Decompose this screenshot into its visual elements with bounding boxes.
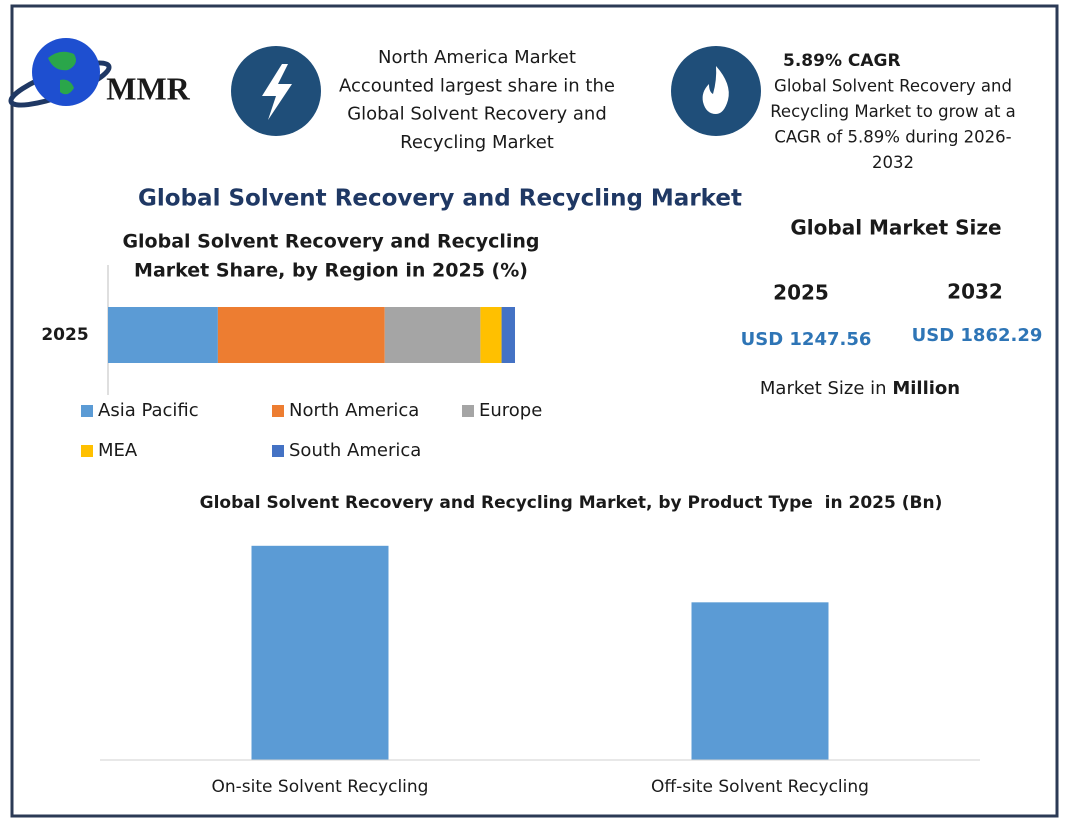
legend-label: MEA	[98, 440, 138, 461]
logo: MMR	[8, 38, 191, 108]
fact-line: CAGR of 5.89% during 2026-	[774, 128, 1011, 147]
market-size-title: Global Market Size	[790, 216, 1001, 240]
market-value: USD 1247.56	[741, 329, 872, 350]
main-title: Global Solvent Recovery and Recycling Ma…	[138, 186, 742, 212]
market-value: USD 1862.29	[912, 325, 1043, 346]
legend-swatch	[81, 445, 93, 457]
category-label: 2025	[41, 325, 88, 345]
year: 2025	[773, 281, 829, 305]
bar	[691, 602, 829, 760]
chart-title: Market Share, by Region in 2025 (%)	[134, 260, 528, 282]
fact-line: 2032	[872, 153, 914, 172]
bar-segment	[108, 307, 218, 363]
legend-label: South America	[289, 440, 421, 461]
legend-swatch	[81, 405, 93, 417]
bar-segment	[384, 307, 481, 363]
market-note: Market Size in Million	[760, 378, 960, 399]
bar-segment	[501, 307, 515, 363]
frame	[10, 4, 1059, 818]
chart-title: Global Solvent Recovery and Recycling	[122, 231, 539, 253]
legend-label: North America	[289, 400, 419, 421]
x-tick-label: Off-site Solvent Recycling	[651, 777, 869, 797]
cagr: 5.89% CAGR	[783, 51, 901, 71]
note-text: Market Size in	[760, 378, 892, 399]
x-tick-label: On-site Solvent Recycling	[212, 777, 429, 797]
fact-line: Global Solvent Recovery and	[774, 77, 1012, 96]
icon-lightning	[231, 46, 321, 136]
bar-segment	[480, 307, 502, 363]
legend-label: Asia Pacific	[98, 400, 199, 421]
fact-line: North America Market	[378, 47, 576, 68]
bar-segment	[217, 307, 385, 363]
logo-text: MMR	[106, 70, 190, 106]
legend-swatch	[462, 405, 474, 417]
icon-flame	[671, 46, 761, 136]
fact-line: Accounted largest share in the	[339, 75, 615, 96]
legend-label: Europe	[479, 400, 542, 421]
year: 2032	[947, 280, 1003, 304]
fact-line: Global Solvent Recovery and	[347, 104, 607, 125]
fact-line: Recycling Market to grow at a	[770, 102, 1016, 121]
bar	[251, 545, 389, 760]
chart-title: Global Solvent Recovery and Recycling Ma…	[200, 493, 943, 513]
legend-swatch	[272, 445, 284, 457]
note-unit: Million	[892, 378, 960, 399]
legend-swatch	[272, 405, 284, 417]
fact-line: Recycling Market	[400, 132, 554, 153]
